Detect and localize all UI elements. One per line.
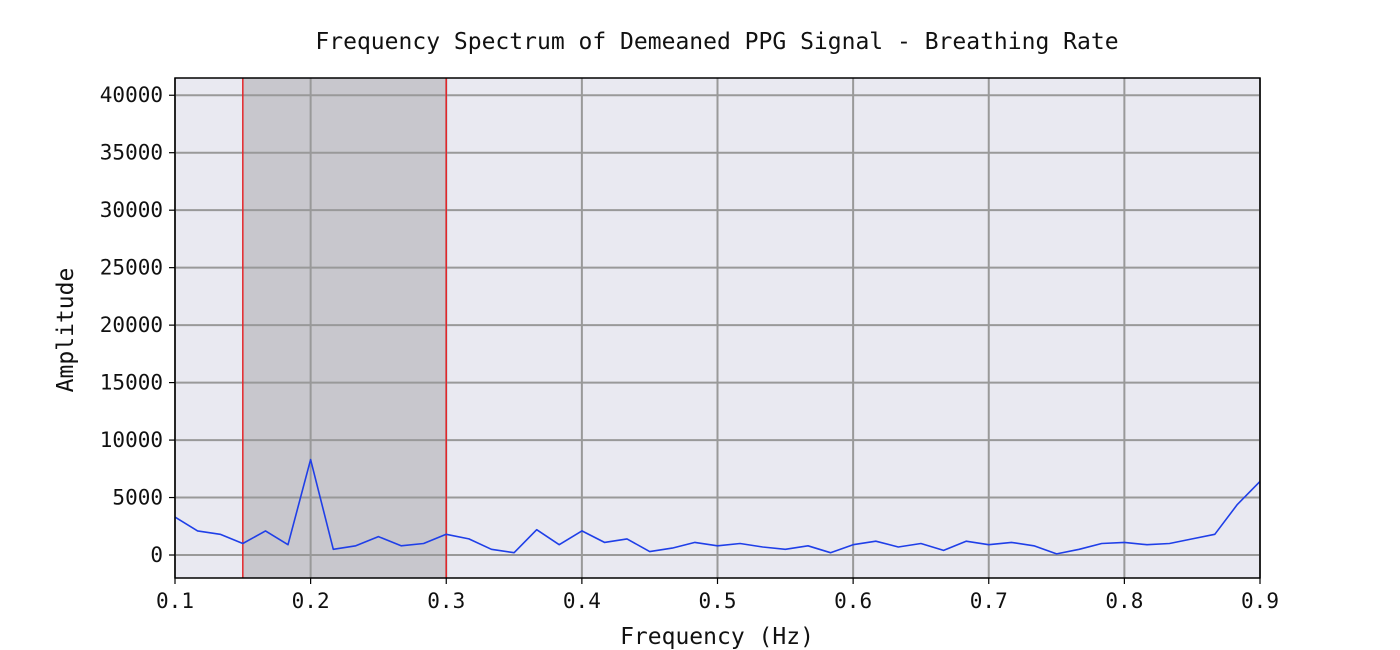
x-tick-label: 0.4	[563, 589, 601, 613]
x-tick-label: 0.8	[1105, 589, 1143, 613]
x-tick-label: 0.5	[699, 589, 737, 613]
spectrum-line	[174, 458, 1261, 555]
x-tick-label: 0.1	[156, 589, 194, 613]
chart-title: Frequency Spectrum of Demeaned PPG Signa…	[315, 29, 1118, 55]
x-tick-label: 0.9	[1241, 589, 1279, 613]
breathing-band	[242, 78, 447, 578]
y-axis-ticks: 0 5000 10000 15000 20000 25000 30000 35000 40000	[100, 83, 175, 567]
y-tick-label: 5000	[112, 486, 163, 510]
band-edge-layer	[242, 78, 447, 578]
x-tick-label: 0.6	[834, 589, 872, 613]
y-tick-label: 20000	[100, 313, 163, 337]
y-tick-label: 30000	[100, 198, 163, 222]
y-tick-label: 0	[150, 543, 163, 567]
y-tick-label: 40000	[100, 83, 163, 107]
x-tick-label: 0.3	[427, 589, 465, 613]
x-tick-label: 0.2	[292, 589, 330, 613]
x-tick-label: 0.7	[970, 589, 1008, 613]
breathing-band-layer	[242, 78, 447, 578]
y-tick-label: 35000	[100, 141, 163, 165]
series-layer	[174, 458, 1261, 555]
x-axis-label: Frequency (Hz)	[620, 624, 814, 650]
y-axis-label: Amplitude	[53, 268, 79, 393]
y-tick-label: 15000	[100, 371, 163, 395]
grid-layer	[174, 78, 1261, 578]
y-tick-label: 25000	[100, 256, 163, 280]
y-tick-label: 10000	[100, 428, 163, 452]
x-axis-ticks: 0.1 0.2 0.3 0.4 0.5 0.6 0.7 0.8 0.9	[156, 578, 1279, 613]
